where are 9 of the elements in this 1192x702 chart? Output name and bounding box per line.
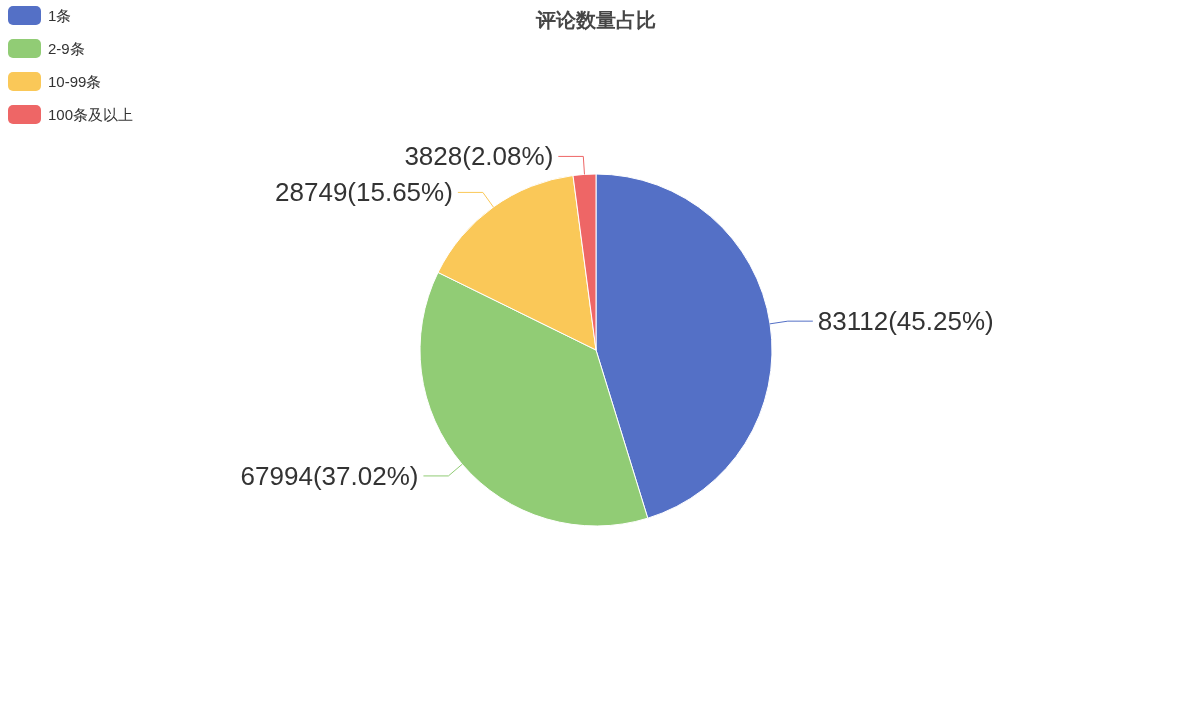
data-label: 83112(45.25%) xyxy=(817,306,994,337)
data-label: 3828(2.08%) xyxy=(404,141,554,172)
legend-label: 2-9条 xyxy=(48,40,85,57)
chart-title: 评论数量占比 xyxy=(535,9,656,31)
legend-label: 1条 xyxy=(48,7,72,24)
legend-label: 100条及以上 xyxy=(48,106,134,123)
data-label: 28749(15.65%) xyxy=(275,177,453,208)
data-label: 67994(37.02%) xyxy=(240,460,419,491)
legend-label: 10-99条 xyxy=(48,73,102,90)
